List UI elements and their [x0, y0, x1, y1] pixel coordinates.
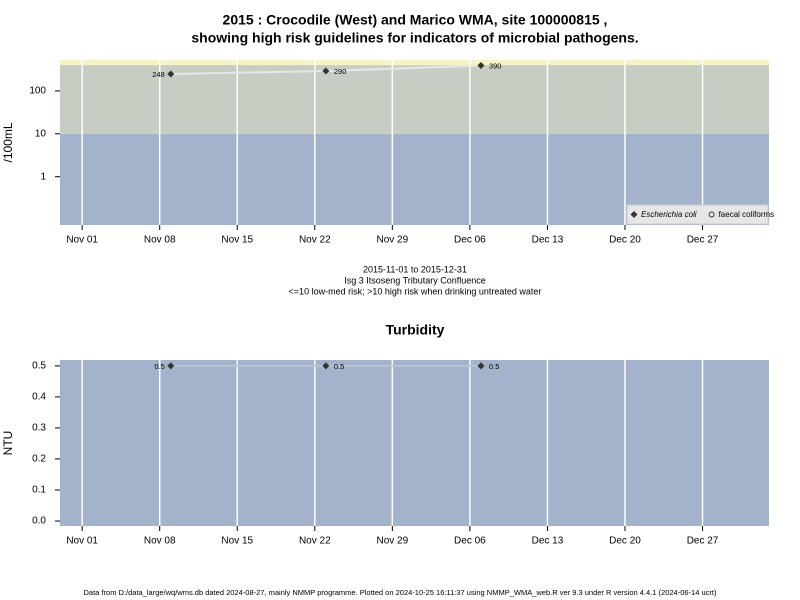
x-tick-label: Nov 15	[221, 536, 253, 547]
risk-band	[60, 360, 769, 526]
data-label: 290	[334, 67, 347, 76]
chart-note: Isg 3 Itsoseng Tributary Confluence	[344, 275, 486, 285]
chart-note: 2015-11-01 to 2015-12-31	[363, 264, 467, 274]
x-tick-label: Dec 06	[454, 235, 486, 246]
x-tick-label: Nov 01	[66, 536, 98, 547]
risk-band	[60, 65, 769, 134]
x-tick-label: Nov 01	[66, 235, 98, 246]
chart-title: 2015 : Crocodile (West) and Marico WMA, …	[223, 12, 608, 28]
y-axis-label: /100mL	[1, 122, 15, 162]
footer: Data from D:/data_large/wq/wms.db dated …	[84, 588, 717, 597]
legend-box	[626, 204, 769, 225]
y-tick-label: 0.0	[32, 516, 46, 527]
chart-title: Turbidity	[386, 322, 445, 338]
x-tick-label: Nov 08	[144, 536, 176, 547]
marker	[167, 362, 175, 370]
y-tick-label: 0.1	[32, 485, 46, 496]
legend-label: Escherichia coli	[641, 210, 697, 219]
marker	[167, 70, 175, 78]
x-tick-label: Nov 22	[299, 235, 331, 246]
x-tick-label: Nov 15	[221, 235, 253, 246]
y-tick-label: 0.2	[32, 454, 46, 465]
chart-note: <=10 low-med risk; >10 high risk when dr…	[289, 286, 542, 296]
y-tick-label: 1	[40, 171, 46, 182]
marker	[477, 362, 485, 370]
risk-band	[60, 60, 769, 66]
marker	[708, 211, 715, 218]
x-tick-label: Dec 27	[687, 536, 719, 547]
x-tick-label: Nov 22	[299, 536, 331, 547]
marker	[630, 211, 638, 218]
y-axis-label: NTU	[1, 431, 15, 456]
data-label: 0.5	[334, 362, 344, 371]
chart-title: showing high risk guidelines for indicat…	[191, 30, 638, 46]
legend-label: faecal coliforms	[719, 210, 775, 219]
x-tick-label: Dec 20	[609, 536, 641, 547]
y-tick-label: 100	[29, 86, 46, 97]
x-tick-label: Nov 29	[377, 235, 409, 246]
x-tick-label: Dec 13	[532, 536, 564, 547]
x-tick-label: Nov 29	[377, 536, 409, 547]
y-tick-label: 0.5	[32, 361, 46, 372]
marker	[322, 67, 330, 75]
data-label: 390	[489, 62, 502, 71]
x-tick-label: Nov 08	[144, 235, 176, 246]
y-tick-label: 0.3	[32, 423, 46, 434]
y-tick-label: 0.4	[32, 392, 46, 403]
x-tick-label: Dec 27	[687, 235, 719, 246]
marker	[322, 362, 330, 370]
x-tick-label: Dec 13	[532, 235, 564, 246]
data-label: 248	[152, 70, 165, 79]
data-label: 0.5	[489, 362, 499, 371]
data-label: 0.5	[154, 362, 164, 371]
x-tick-label: Dec 06	[454, 536, 486, 547]
y-tick-label: 10	[35, 128, 47, 139]
marker	[477, 62, 485, 70]
x-tick-label: Dec 20	[609, 235, 641, 246]
